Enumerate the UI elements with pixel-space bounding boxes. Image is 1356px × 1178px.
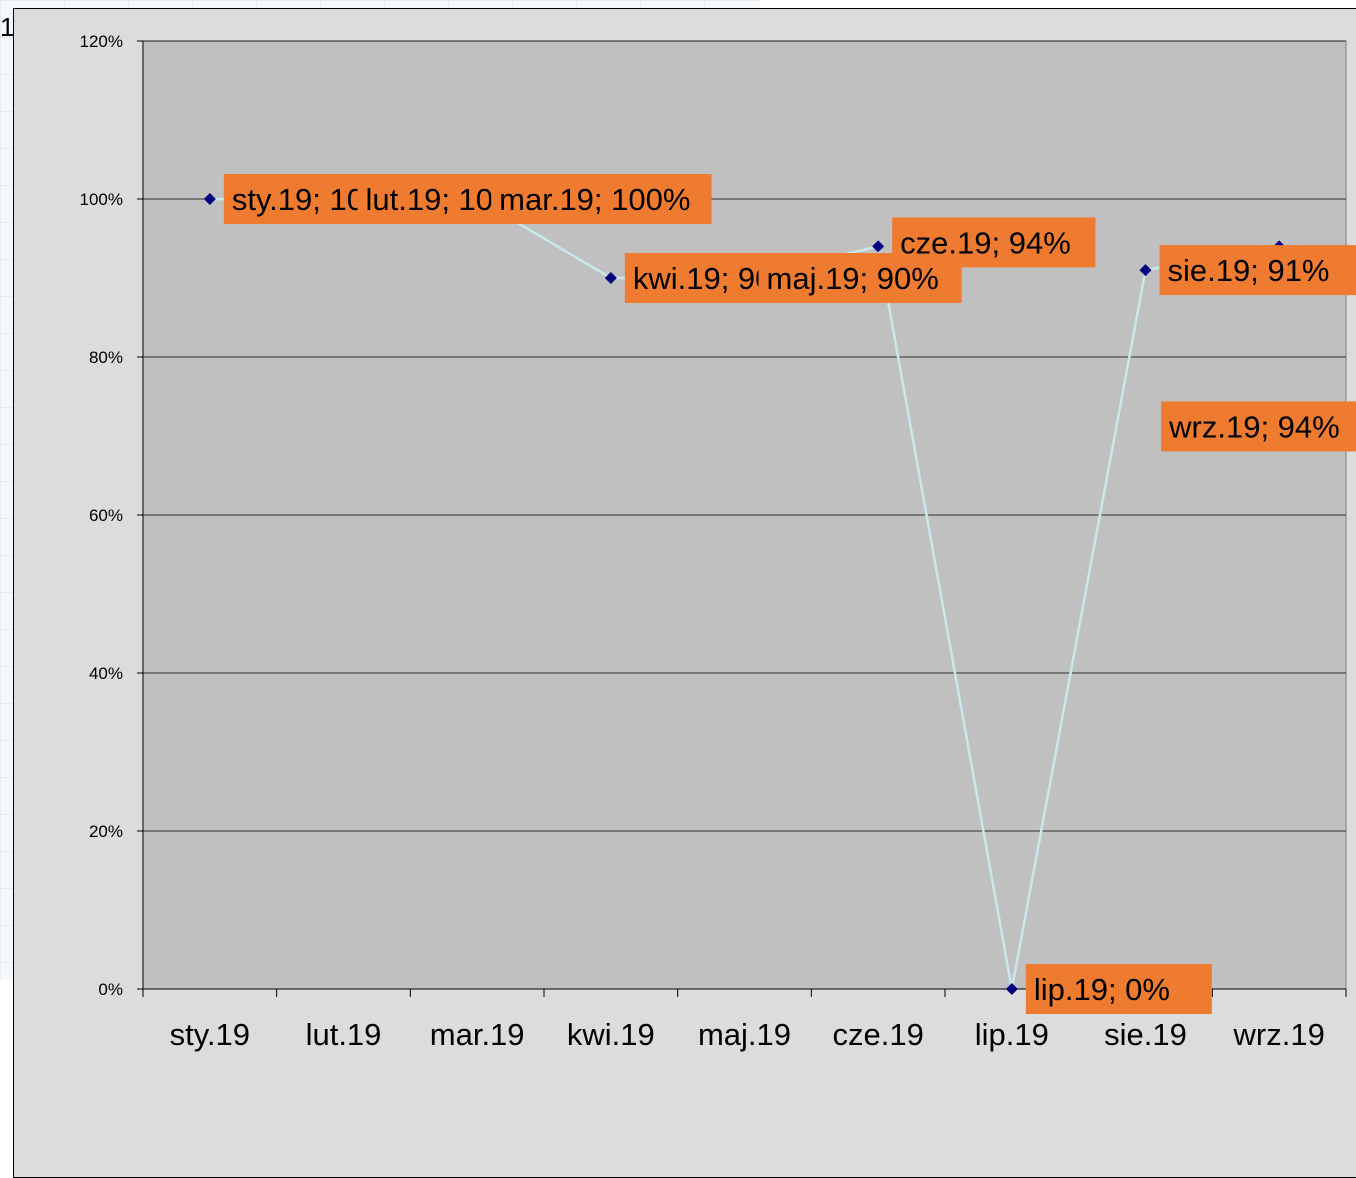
y-tick-label: 60% <box>89 506 123 525</box>
x-tick-label: cze.19 <box>832 1017 923 1052</box>
y-tick-label: 80% <box>89 348 123 367</box>
x-tick-label: mar.19 <box>430 1017 525 1052</box>
x-tick-label: sty.19 <box>170 1017 250 1052</box>
y-tick-label: 20% <box>89 822 123 841</box>
data-label: sie.19; 91% <box>1160 245 1356 295</box>
x-tick-label: lut.19 <box>306 1017 382 1052</box>
x-tick-label: wrz.19 <box>1233 1017 1325 1052</box>
x-tick-label: maj.19 <box>698 1017 791 1052</box>
data-label: mar.19; 100% <box>491 174 711 224</box>
data-label: lip.19; 0% <box>1026 964 1212 1014</box>
x-tick-label: kwi.19 <box>567 1017 655 1052</box>
data-label-text: mar.19; 100% <box>499 182 690 217</box>
data-label-text: lip.19; 0% <box>1034 972 1170 1007</box>
y-tick-label: 0% <box>98 980 123 999</box>
x-tick-label: sie.19 <box>1104 1017 1187 1052</box>
y-tick-label: 100% <box>80 190 123 209</box>
data-label: wrz.19; 94% <box>1161 401 1356 451</box>
data-label: cze.19; 94% <box>892 217 1095 267</box>
y-tick-label: 120% <box>80 32 123 51</box>
data-label-text: wrz.19; 94% <box>1168 409 1340 444</box>
x-tick-label: lip.19 <box>975 1017 1049 1052</box>
data-label-text: cze.19; 94% <box>900 225 1071 260</box>
data-label-text: sie.19; 91% <box>1168 253 1330 288</box>
y-tick-label: 40% <box>89 664 123 683</box>
